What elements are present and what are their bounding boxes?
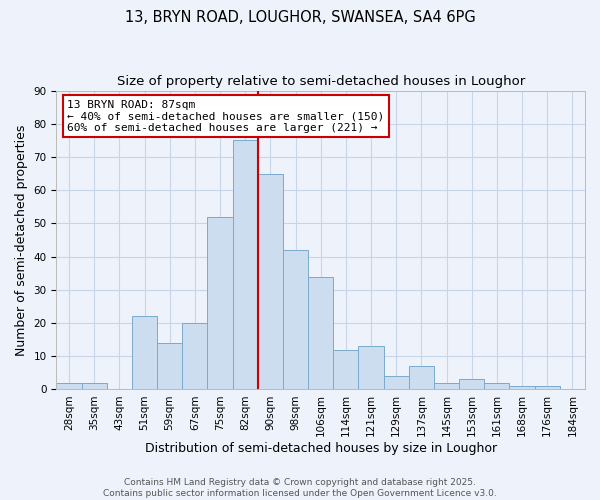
Bar [233, 140, 258, 390]
Bar [509, 386, 535, 390]
Y-axis label: Number of semi-detached properties: Number of semi-detached properties [15, 124, 28, 356]
Bar [459, 380, 484, 390]
Bar [82, 383, 107, 390]
Bar [409, 366, 434, 390]
Bar [484, 383, 509, 390]
Bar [208, 217, 233, 390]
Text: Contains HM Land Registry data © Crown copyright and database right 2025.
Contai: Contains HM Land Registry data © Crown c… [103, 478, 497, 498]
Bar [157, 343, 182, 390]
Bar [333, 350, 358, 390]
Text: 13, BRYN ROAD, LOUGHOR, SWANSEA, SA4 6PG: 13, BRYN ROAD, LOUGHOR, SWANSEA, SA4 6PG [125, 10, 475, 25]
Bar [283, 250, 308, 390]
Bar [358, 346, 383, 390]
Bar [308, 276, 333, 390]
Bar [258, 174, 283, 390]
Bar [383, 376, 409, 390]
Bar [182, 323, 208, 390]
Bar [535, 386, 560, 390]
Bar [56, 383, 82, 390]
X-axis label: Distribution of semi-detached houses by size in Loughor: Distribution of semi-detached houses by … [145, 442, 497, 455]
Bar [434, 383, 459, 390]
Title: Size of property relative to semi-detached houses in Loughor: Size of property relative to semi-detach… [116, 75, 525, 88]
Text: 13 BRYN ROAD: 87sqm
← 40% of semi-detached houses are smaller (150)
60% of semi-: 13 BRYN ROAD: 87sqm ← 40% of semi-detach… [67, 100, 384, 132]
Bar [132, 316, 157, 390]
